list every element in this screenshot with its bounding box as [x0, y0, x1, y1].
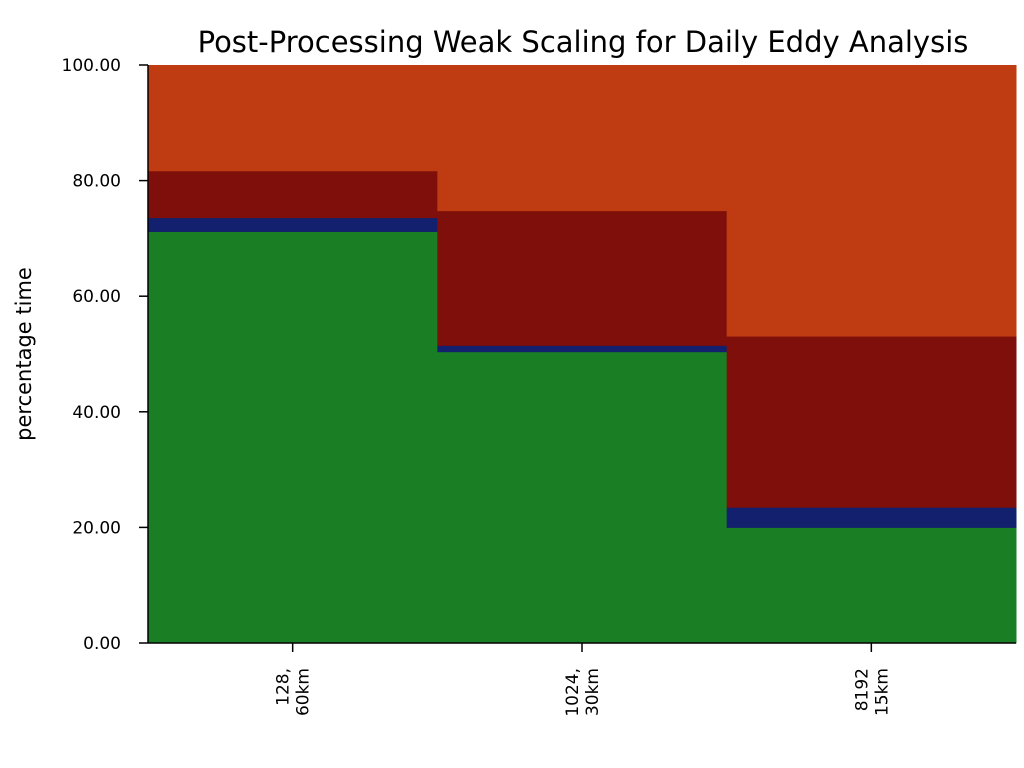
bar-segment-2-series-1 — [437, 351, 728, 644]
chart-title: Post-Processing Weak Scaling for Daily E… — [198, 25, 969, 59]
bar-segment-3-series-1 — [726, 527, 1017, 644]
y-tick-label-0: 0.00 — [83, 634, 121, 654]
y-axis-label: percentage time — [12, 267, 36, 441]
bar-segment-1-series-3 — [148, 170, 438, 219]
x-tick-label-1: 128, 60km — [274, 668, 314, 716]
bar-segment-3-series-2 — [726, 507, 1017, 528]
x-tick-label-line: 8192 — [852, 668, 872, 711]
y-tick-label-5: 100.00 — [62, 56, 121, 76]
x-tick-label-line: 60km — [294, 668, 314, 716]
y-tick-label-4: 80.00 — [72, 172, 121, 192]
bar-segment-2-series-4 — [437, 65, 728, 212]
bar-segment-1-series-1 — [148, 231, 438, 644]
bars-group — [148, 65, 1017, 644]
x-tick-label-3: 8192 15km — [852, 668, 892, 716]
axes-group: 0.00 20.00 40.00 60.00 80.00 100.00 128, 60km 10… — [62, 56, 1016, 717]
bar-segment-1-series-2 — [148, 217, 438, 232]
bar-segment-1-series-4 — [148, 65, 438, 172]
bar-segment-2-series-3 — [437, 210, 728, 346]
x-tick-label-line: 30km — [583, 668, 603, 716]
y-tick-label-1: 20.00 — [72, 518, 121, 538]
x-tick-label-2: 1024, 30km — [563, 668, 603, 717]
bar-segment-3-series-3 — [726, 336, 1017, 508]
x-tick-label-line: 1024, — [563, 668, 583, 717]
bar-segment-3-series-4 — [726, 65, 1017, 337]
y-tick-label-3: 60.00 — [72, 287, 121, 307]
bar-segment-2-series-2 — [437, 345, 728, 353]
x-tick-label-line: 128, — [274, 668, 294, 706]
x-tick-label-line: 15km — [872, 668, 892, 716]
y-tick-label-2: 40.00 — [72, 403, 121, 423]
